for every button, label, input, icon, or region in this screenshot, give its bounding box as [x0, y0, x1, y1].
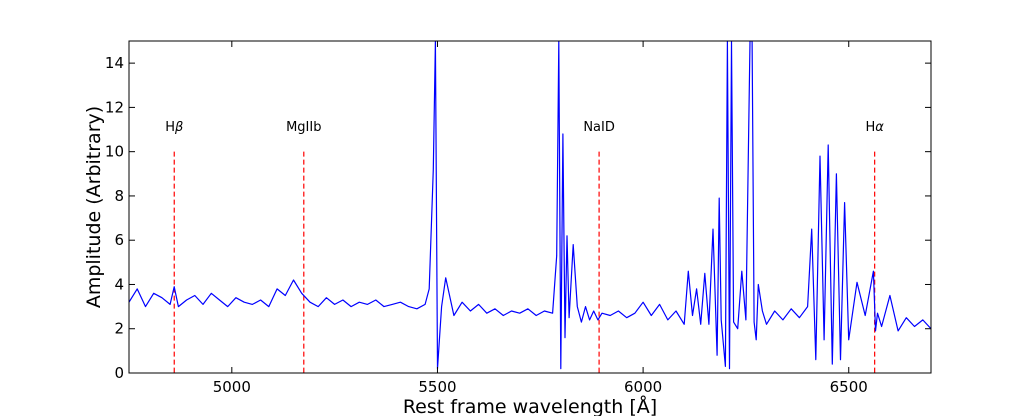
annotation-label: NaID [583, 120, 615, 135]
y-tick-label: 4 [114, 275, 124, 293]
y-tick-label: 12 [105, 98, 124, 116]
annotation-lines [173, 151, 876, 373]
y-tick-label: 0 [114, 364, 124, 382]
annotation-labels: Hβ MgIIb NaID Hα [165, 120, 884, 135]
series-layer [129, 41, 931, 370]
y-tick-label: 10 [105, 143, 124, 161]
y-tick-label: 6 [114, 231, 124, 249]
x-tick-label: 5000 [213, 378, 251, 396]
spectrum-line [129, 41, 931, 370]
annotation-label: MgIIb [286, 120, 321, 135]
plot-frame [128, 40, 932, 374]
axis-ticks: 5000 5500 6000 6500 0 2 4 6 8 10 12 14 [105, 41, 931, 396]
annotation-label: Hβ [165, 120, 183, 135]
x-tick-label: 5500 [418, 378, 456, 396]
y-axis-label: Amplitude (Arbitrary) [83, 106, 105, 308]
y-tick-label: 8 [114, 187, 124, 205]
x-axis-label: Rest frame wavelength [Å] [403, 395, 657, 416]
y-tick-label: 2 [114, 320, 124, 338]
x-tick-label: 6500 [830, 378, 868, 396]
x-tick-label: 6000 [624, 378, 662, 396]
annotation-label: Hα [865, 120, 884, 135]
y-tick-label: 14 [105, 54, 124, 72]
